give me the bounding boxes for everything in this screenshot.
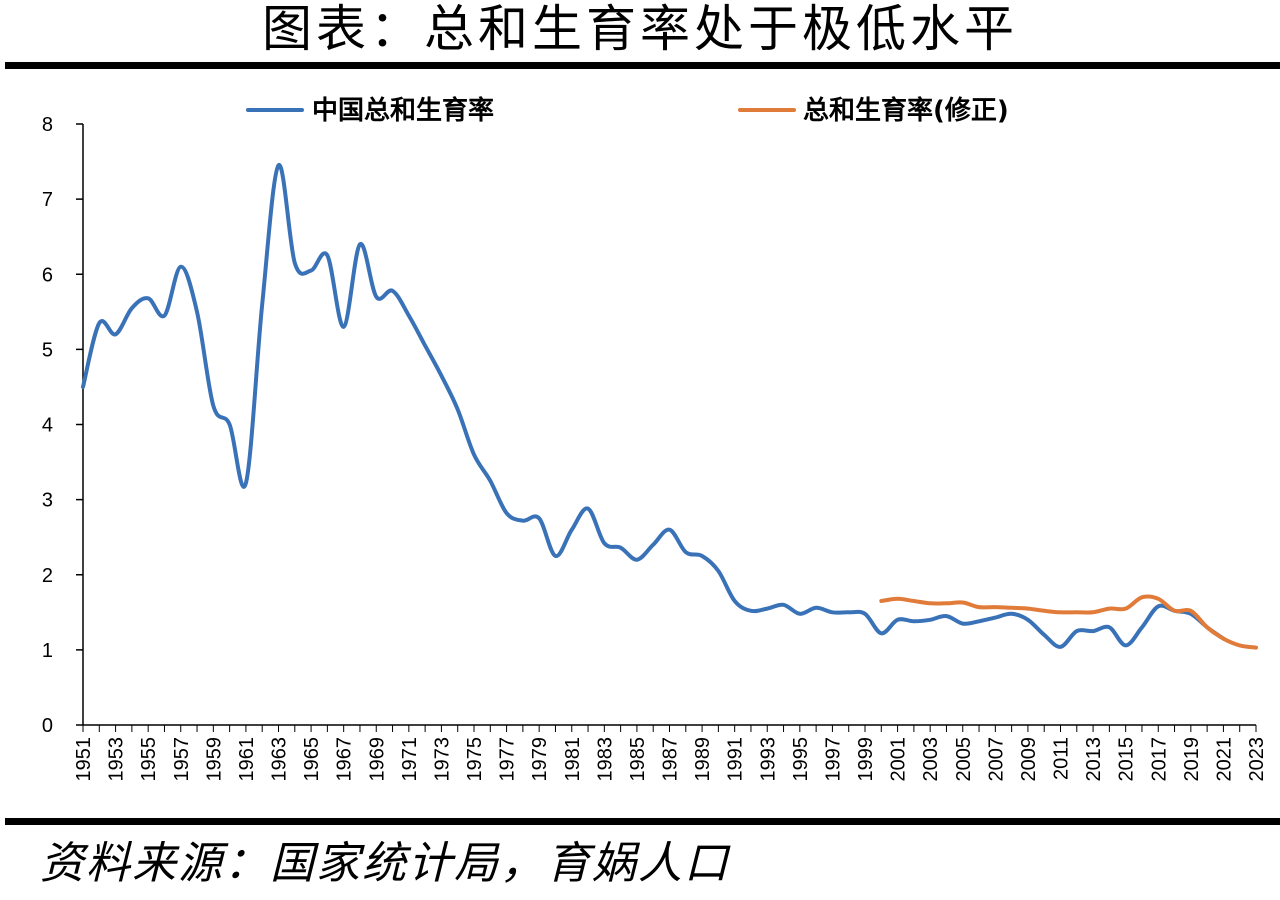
x-tick-label: 1959 [203, 737, 225, 782]
x-tick-label: 1955 [138, 737, 160, 782]
x-tick-label: 1987 [660, 737, 682, 782]
x-tick-label: 1997 [822, 737, 844, 782]
x-tick-label: 2017 [1148, 737, 1170, 782]
chart-legend: 中国总和生育率 总和生育率(修正) [246, 95, 1009, 126]
x-tick-label: 1979 [529, 737, 551, 782]
x-tick-label: 2007 [985, 737, 1007, 782]
page-title: 图表：总和生育率处于极低水平 [262, 0, 1018, 58]
x-tick-label: 1969 [366, 737, 388, 782]
x-tick-label: 1983 [594, 737, 616, 782]
source-note: 资料来源：国家统计局，育娲人口 [40, 838, 730, 889]
y-tick-label: 7 [42, 189, 53, 211]
y-tick-label: 6 [42, 264, 53, 286]
x-tick-label: 1995 [790, 737, 812, 782]
y-tick-label: 0 [42, 715, 53, 737]
y-tick-label: 1 [42, 640, 53, 662]
x-tick-label: 2005 [953, 737, 975, 782]
x-tick-label: 2001 [888, 737, 910, 782]
x-tick-label: 1981 [562, 737, 584, 782]
x-tick-label: 2003 [920, 737, 942, 782]
bottom-rule [5, 818, 1280, 825]
x-tick-label: 2015 [1116, 737, 1138, 782]
legend-label-2: 总和生育率(修正) [803, 95, 1009, 126]
chart-axes [82, 124, 1256, 726]
x-tick-label: 1975 [464, 737, 486, 782]
x-tick-label: 1957 [171, 737, 193, 782]
x-tick-label: 1977 [497, 737, 519, 782]
x-tick-label: 1971 [399, 737, 421, 782]
x-tick-label: 1965 [301, 737, 323, 782]
x-axis-ticks: 1951 1953 1955 1957 1959 1961 1963 1965 1967 1969… [73, 725, 1268, 782]
x-tick-label: 1973 [431, 737, 453, 782]
x-tick-label: 1989 [692, 737, 714, 782]
y-tick-label: 8 [42, 114, 53, 136]
series-line-2 [879, 594, 1258, 650]
x-tick-label: 2009 [1018, 737, 1040, 782]
y-tick-label: 5 [42, 339, 53, 361]
y-axis-ticks: 0 1 2 3 4 5 6 7 8 [42, 114, 83, 737]
top-rule [5, 62, 1280, 69]
x-tick-label: 2011 [1051, 737, 1073, 780]
y-tick-label: 3 [42, 490, 53, 512]
y-tick-label: 4 [42, 415, 53, 437]
x-tick-label: 1961 [236, 737, 258, 782]
x-tick-label: 1985 [627, 737, 649, 782]
y-tick-label: 2 [42, 565, 53, 587]
x-tick-label: 1967 [334, 737, 356, 782]
x-tick-label: 1963 [269, 737, 291, 782]
x-tick-label: 2023 [1246, 737, 1268, 782]
series-lines [81, 163, 1258, 650]
x-tick-label: 1999 [855, 737, 877, 782]
x-tick-label: 2021 [1213, 737, 1235, 782]
x-tick-label: 1993 [757, 737, 779, 782]
x-tick-label: 1951 [73, 737, 95, 782]
x-tick-label: 1953 [106, 737, 128, 782]
legend-label-1: 中国总和生育率 [312, 95, 494, 126]
x-tick-label: 1991 [725, 737, 747, 782]
series-line-1 [81, 163, 1226, 649]
x-tick-label: 2013 [1083, 737, 1105, 782]
x-tick-label: 2019 [1181, 737, 1203, 782]
